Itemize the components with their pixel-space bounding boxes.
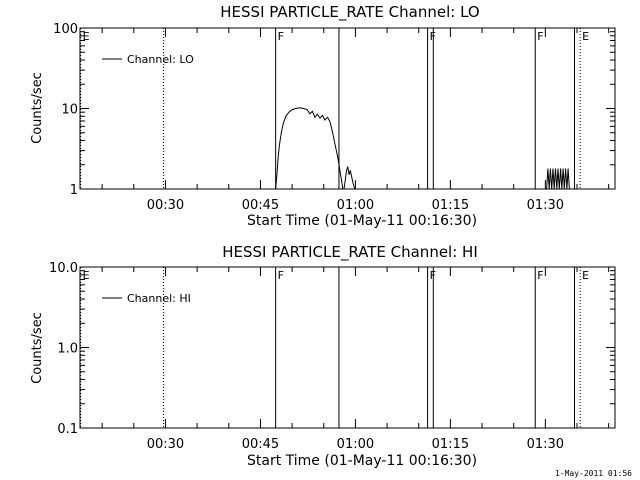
- marker-label: E: [582, 269, 589, 282]
- x-tick-label: 01:30: [527, 198, 564, 213]
- y-tick-label: 0.1: [57, 422, 78, 437]
- y-axis-label: Counts/sec: [30, 312, 45, 384]
- series-line: [546, 168, 570, 190]
- y-tick-label: 10.0: [49, 261, 78, 276]
- x-axis: 00:30 00:45 01:00 01:15 01:30: [101, 28, 610, 213]
- y-axis: 1 10 100: [53, 22, 615, 198]
- legend: Channel: LO: [102, 53, 194, 66]
- marker-label: F: [278, 30, 284, 43]
- y-tick-label: 10: [61, 103, 78, 118]
- panel-lo: HESSI PARTICLE_RATE Channel: LO 1 10 100 0…: [30, 3, 616, 229]
- marker-label: F: [537, 269, 543, 282]
- x-tick-label: 00:30: [147, 437, 184, 452]
- marker-label: F: [278, 269, 284, 282]
- marker-label: E: [582, 30, 589, 43]
- marker-label: F: [430, 30, 436, 43]
- timestamp-footer: 1-May-2011 01:56: [554, 469, 632, 478]
- marker-label: F: [537, 30, 543, 43]
- x-axis-label: Start Time (01-May-11 00:16:30): [247, 453, 477, 469]
- series-lines: [275, 107, 570, 190]
- x-tick-label: 01:15: [432, 198, 469, 213]
- marker-label: E: [83, 30, 90, 43]
- marker-label: E: [83, 269, 90, 282]
- panel-hi: HESSI PARTICLE_RATE Channel: HI 0.1 1.0 10…: [30, 243, 616, 469]
- series-line: [275, 107, 356, 190]
- chart-title: HESSI PARTICLE_RATE Channel: LO: [220, 3, 479, 22]
- chart-title: HESSI PARTICLE_RATE Channel: HI: [222, 243, 478, 262]
- x-axis: 00:30 00:45 01:00 01:15 01:30: [101, 267, 610, 452]
- y-tick-label: 1: [70, 183, 78, 198]
- x-tick-label: 01:15: [432, 437, 469, 452]
- x-tick-label: 00:30: [147, 198, 184, 213]
- y-axis: 0.1 1.0 10.0: [49, 261, 615, 437]
- legend-entry: Channel: HI: [127, 292, 191, 305]
- marker-label: F: [430, 269, 436, 282]
- legend: Channel: HI: [102, 292, 191, 305]
- y-tick-label: 1.0: [57, 342, 78, 357]
- x-axis-label: Start Time (01-May-11 00:16:30): [247, 213, 477, 229]
- y-axis-label: Counts/sec: [30, 72, 45, 144]
- x-tick-label: 00:45: [242, 198, 279, 213]
- x-tick-label: 01:30: [527, 437, 564, 452]
- x-tick-label: 01:00: [337, 198, 374, 213]
- y-tick-label: 100: [53, 22, 78, 37]
- x-tick-label: 00:45: [242, 437, 279, 452]
- x-tick-label: 01:00: [337, 437, 374, 452]
- legend-entry: Channel: LO: [127, 53, 194, 66]
